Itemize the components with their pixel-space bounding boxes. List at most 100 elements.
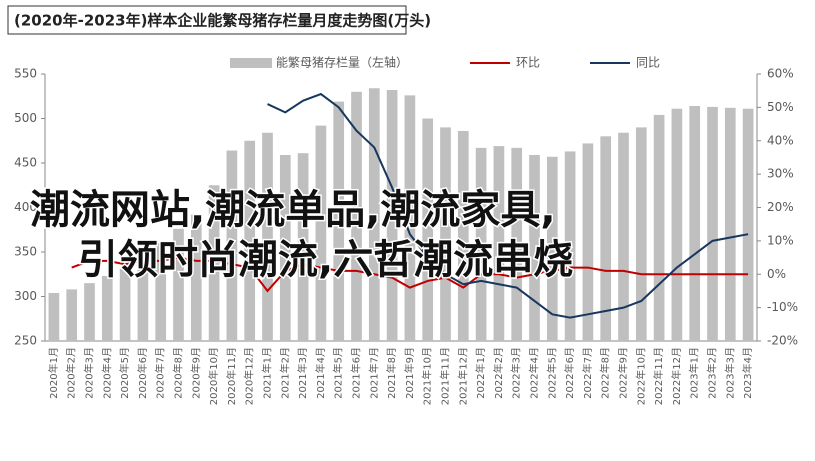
y2-tick-label: -20% <box>767 334 798 348</box>
x-tick-label: 2020年10月 <box>207 347 220 405</box>
x-tick-label: 2021年9月 <box>403 347 416 399</box>
line <box>71 256 749 293</box>
x-tick-label: 2022年4月 <box>528 347 541 399</box>
x-tick-label: 2020年4月 <box>100 347 113 399</box>
bar <box>742 108 754 342</box>
x-tick-label: 2023年2月 <box>706 347 719 399</box>
bar <box>404 95 416 341</box>
x-tick-label: 2020年1月 <box>47 347 60 399</box>
x-tick-label: 2020年6月 <box>136 347 149 399</box>
y2-tick-label: 0% <box>767 267 786 281</box>
bar <box>671 108 683 342</box>
overlay-text: 潮流网站,潮流单品,潮流家具, <box>30 187 556 233</box>
x-tick-label: 2021年12月 <box>456 347 469 405</box>
y-tick-label: 450 <box>14 156 37 170</box>
x-tick-label: 2021年3月 <box>296 347 309 399</box>
bar <box>600 136 612 341</box>
x-tick-label: 2022年5月 <box>545 347 558 399</box>
x-tick-label: 2022年3月 <box>510 347 523 399</box>
bar <box>386 90 398 342</box>
legend-label: 环比 <box>516 56 540 70</box>
bar <box>724 107 736 341</box>
bar <box>155 243 167 341</box>
bar <box>653 114 665 341</box>
bar <box>66 289 78 341</box>
y-tick-label: 500 <box>14 111 37 125</box>
y2-tick-label: 60% <box>767 67 794 81</box>
x-tick-label: 2021年2月 <box>278 347 291 399</box>
bar <box>137 257 149 341</box>
y-tick-label: 550 <box>14 67 37 81</box>
x-tick-label: 2022年12月 <box>670 347 683 405</box>
x-tick-label: 2020年8月 <box>172 347 185 399</box>
bar <box>707 106 718 342</box>
y2-tick-label: 50% <box>767 100 794 114</box>
chart-title: (2020年-2023年)样本企业能繁母猪存栏量月度走势图(万头) <box>14 12 431 30</box>
x-tick-label: 2022年9月 <box>617 347 630 399</box>
x-tick-label: 2020年11月 <box>225 347 238 405</box>
bar <box>422 118 434 341</box>
bar <box>262 132 273 341</box>
x-tick-label: 2022年8月 <box>599 347 612 399</box>
x-tick-label: 2022年11月 <box>652 347 665 405</box>
bar <box>190 214 202 341</box>
x-tick-label: 2021年4月 <box>314 347 327 399</box>
bar <box>582 143 594 341</box>
y-tick-label: 400 <box>14 200 37 214</box>
x-tick-label: 2021年8月 <box>385 347 398 399</box>
y2-tick-label: 40% <box>767 133 794 147</box>
bar <box>635 127 647 342</box>
bar <box>440 127 451 342</box>
bar <box>493 146 505 341</box>
x-tick-label: 2020年2月 <box>65 347 78 399</box>
bar <box>351 91 362 341</box>
y-tick-label: 350 <box>14 245 37 259</box>
x-tick-label: 2021年1月 <box>261 347 274 399</box>
bar <box>475 147 487 341</box>
x-tick-label: 2023年4月 <box>741 347 754 399</box>
bar <box>226 150 238 341</box>
legend-label: 同比 <box>636 56 660 70</box>
x-tick-label: 2020年5月 <box>118 347 131 399</box>
bar <box>689 106 701 341</box>
x-tick-label: 2020年9月 <box>189 347 202 399</box>
legend-swatch <box>230 58 272 68</box>
bar <box>208 185 220 341</box>
x-tick-label: 2021年11月 <box>439 347 452 405</box>
bar <box>173 228 184 341</box>
title-box <box>7 5 407 35</box>
x-tick-label: 2021年5月 <box>332 347 345 399</box>
x-tick-label: 2023年3月 <box>723 347 736 399</box>
bar <box>368 88 380 342</box>
bar <box>529 154 540 341</box>
bar <box>564 151 576 341</box>
bar <box>119 268 131 341</box>
x-tick-label: 2021年7月 <box>367 347 380 399</box>
bar <box>333 101 345 341</box>
x-tick-label: 2022年10月 <box>634 347 647 405</box>
bar <box>297 153 309 341</box>
x-tick-label: 2023年1月 <box>688 347 701 399</box>
bar <box>457 130 469 341</box>
bar <box>244 140 256 341</box>
bar <box>618 132 629 341</box>
bar <box>546 156 558 341</box>
legend-label: 能繁母猪存栏量（左轴） <box>276 55 408 70</box>
x-tick-label: 2021年10月 <box>421 347 434 405</box>
x-tick-label: 2020年12月 <box>243 347 256 405</box>
x-tick-label: 2022年1月 <box>474 347 487 399</box>
y-tick-label: 300 <box>14 289 37 303</box>
y-tick-label: 250 <box>14 334 37 348</box>
bar <box>315 125 327 342</box>
overlay-text: 引领时尚潮流,六哲潮流串烧 <box>78 237 573 283</box>
bar <box>101 276 113 341</box>
x-tick-label: 2022年6月 <box>563 347 576 399</box>
x-tick-label: 2020年3月 <box>83 347 96 399</box>
x-tick-label: 2020年7月 <box>154 347 167 399</box>
y2-tick-label: 30% <box>767 167 794 181</box>
bar <box>84 283 95 341</box>
bar <box>279 154 291 341</box>
bar <box>48 292 60 341</box>
y2-tick-label: -10% <box>767 300 798 314</box>
x-tick-label: 2021年6月 <box>350 347 363 399</box>
